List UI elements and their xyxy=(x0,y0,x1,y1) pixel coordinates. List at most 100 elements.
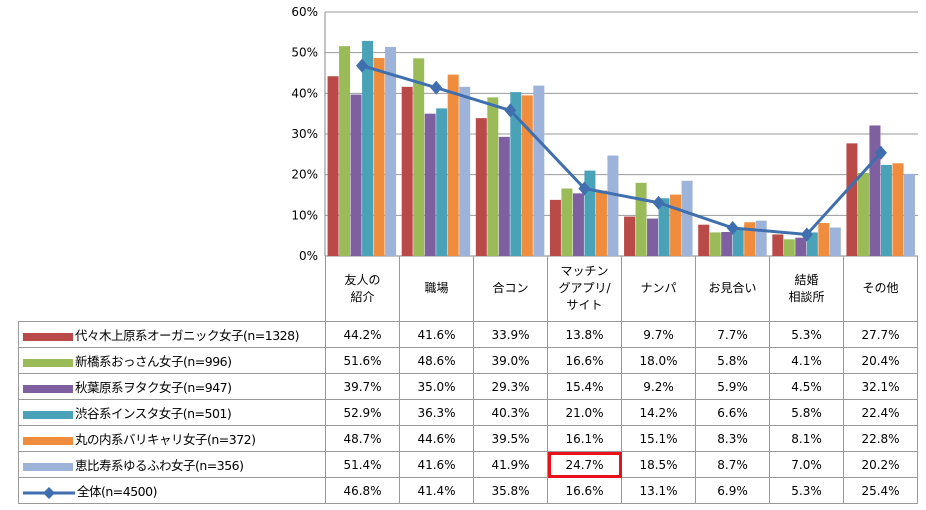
bar-6-4 xyxy=(607,155,619,256)
bar-1-5 xyxy=(624,216,636,256)
data-label: 52.9% xyxy=(325,399,400,426)
data-label: 15.1% xyxy=(621,425,696,452)
bar-5-8 xyxy=(892,163,904,256)
data-label: 16.6% xyxy=(547,477,622,504)
bar-1-3 xyxy=(475,118,487,256)
category-label: 職場 xyxy=(399,256,474,322)
legend-swatch xyxy=(23,436,73,445)
bar-1-6 xyxy=(698,224,710,256)
y-tick-label: 10% xyxy=(291,208,318,222)
line-marker-6 xyxy=(726,220,739,235)
bar-1-7 xyxy=(772,234,784,256)
data-label: 20.2% xyxy=(843,451,918,478)
bar-2-2 xyxy=(413,58,425,256)
data-label: 4.5% xyxy=(769,373,844,400)
data-label: 27.7% xyxy=(843,321,918,348)
category-label: 友人の 紹介 xyxy=(325,256,400,322)
legend-label: 全体(n=4500) xyxy=(77,484,157,499)
data-label: 41.4% xyxy=(399,477,474,504)
bar-1-1 xyxy=(327,76,339,257)
bar-4-8 xyxy=(880,164,892,256)
category-label: 結婚 相談所 xyxy=(769,256,844,322)
bar-6-2 xyxy=(459,86,471,257)
legend-entry: 代々木上原系オーガニック女子(n=1328) xyxy=(18,321,326,348)
bar-3-6 xyxy=(721,232,733,256)
data-label: 25.4% xyxy=(843,477,918,504)
bar-5-1 xyxy=(373,57,385,256)
data-table: 友人の 紹介 職場 合コン マッチン グアプリ/ サイト ナンパ お見合い 結婚 相談所 その… xyxy=(18,256,918,504)
legend-label: 渋谷系インスタ女子(n=501) xyxy=(75,406,232,421)
data-label: 35.0% xyxy=(399,373,474,400)
data-label: 7.0% xyxy=(769,451,844,478)
y-tick-label: 20% xyxy=(291,168,318,182)
bar-2-8 xyxy=(857,173,869,256)
table-row: 新橋系おっさん女子(n=996) 51.6% 48.6% 39.0% 16.6% 18.0… xyxy=(18,347,918,374)
data-label: 5.9% xyxy=(695,373,770,400)
data-label: 16.6% xyxy=(547,347,622,374)
category-label: 合コン xyxy=(473,256,548,322)
legend-swatch xyxy=(23,462,73,471)
data-label: 5.3% xyxy=(769,477,844,504)
bar-3-4 xyxy=(572,193,584,256)
bar-2-5 xyxy=(635,182,647,256)
bar-4-3 xyxy=(510,92,522,256)
data-label: 18.0% xyxy=(621,347,696,374)
legend-swatch xyxy=(23,358,73,367)
data-label: 16.1% xyxy=(547,425,622,452)
data-label: 15.4% xyxy=(547,373,622,400)
data-label: 4.1% xyxy=(769,347,844,374)
data-label: 20.4% xyxy=(843,347,918,374)
table-row: 渋谷系インスタ女子(n=501) 52.9% 36.3% 40.3% 21.0% 14.2… xyxy=(18,399,918,426)
data-label: 41.9% xyxy=(473,451,548,478)
data-label: 44.2% xyxy=(325,321,400,348)
bar-3-8 xyxy=(869,125,881,257)
bar-6-6 xyxy=(755,220,767,256)
line-marker-3 xyxy=(504,103,517,118)
data-label: 44.6% xyxy=(399,425,474,452)
data-label: 7.7% xyxy=(695,321,770,348)
category-label: その他 xyxy=(843,256,918,322)
data-label: 39.0% xyxy=(473,347,548,374)
data-label: 41.6% xyxy=(399,451,474,478)
legend-line-marker-icon xyxy=(23,486,75,499)
line-marker-7 xyxy=(800,227,813,242)
bar-2-4 xyxy=(561,188,573,256)
data-label: 33.9% xyxy=(473,321,548,348)
table-row: 丸の内系バリキャリ女子(n=372) 48.7% 44.6% 39.5% 16.1% 15… xyxy=(18,425,918,452)
y-tick-label: 50% xyxy=(291,46,318,60)
data-label: 39.7% xyxy=(325,373,400,400)
table-corner xyxy=(18,256,326,322)
line-marker-8 xyxy=(874,145,887,160)
bar-4-1 xyxy=(362,40,374,256)
bar-5-4 xyxy=(595,190,607,256)
data-label: 46.8% xyxy=(325,477,400,504)
y-tick-label: 60% xyxy=(291,5,318,19)
bar-6-3 xyxy=(533,85,545,257)
category-label: お見合い xyxy=(695,256,770,322)
data-label: 13.1% xyxy=(621,477,696,504)
bar-4-6 xyxy=(732,229,744,256)
bar-6-8 xyxy=(903,173,915,256)
bar-5-3 xyxy=(521,95,533,256)
data-label: 8.7% xyxy=(695,451,770,478)
data-label: 22.8% xyxy=(843,425,918,452)
bar-4-7 xyxy=(806,232,818,256)
data-label: 6.9% xyxy=(695,477,770,504)
data-label: 24.7% xyxy=(547,451,622,478)
data-label: 14.2% xyxy=(621,399,696,426)
bar-2-3 xyxy=(487,97,499,257)
bar-2-6 xyxy=(709,232,721,256)
data-label: 8.1% xyxy=(769,425,844,452)
bar-1-8 xyxy=(846,143,858,256)
y-tick-label: 30% xyxy=(291,127,318,141)
category-label: ナンパ xyxy=(621,256,696,322)
data-label: 48.7% xyxy=(325,425,400,452)
bar-5-5 xyxy=(670,194,682,256)
data-label: 51.4% xyxy=(325,451,400,478)
legend-label: 丸の内系バリキャリ女子(n=372) xyxy=(75,432,256,447)
data-label: 40.3% xyxy=(473,399,548,426)
legend-swatch xyxy=(23,410,73,419)
bar-6-7 xyxy=(829,227,841,256)
data-label: 29.3% xyxy=(473,373,548,400)
data-label: 9.7% xyxy=(621,321,696,348)
